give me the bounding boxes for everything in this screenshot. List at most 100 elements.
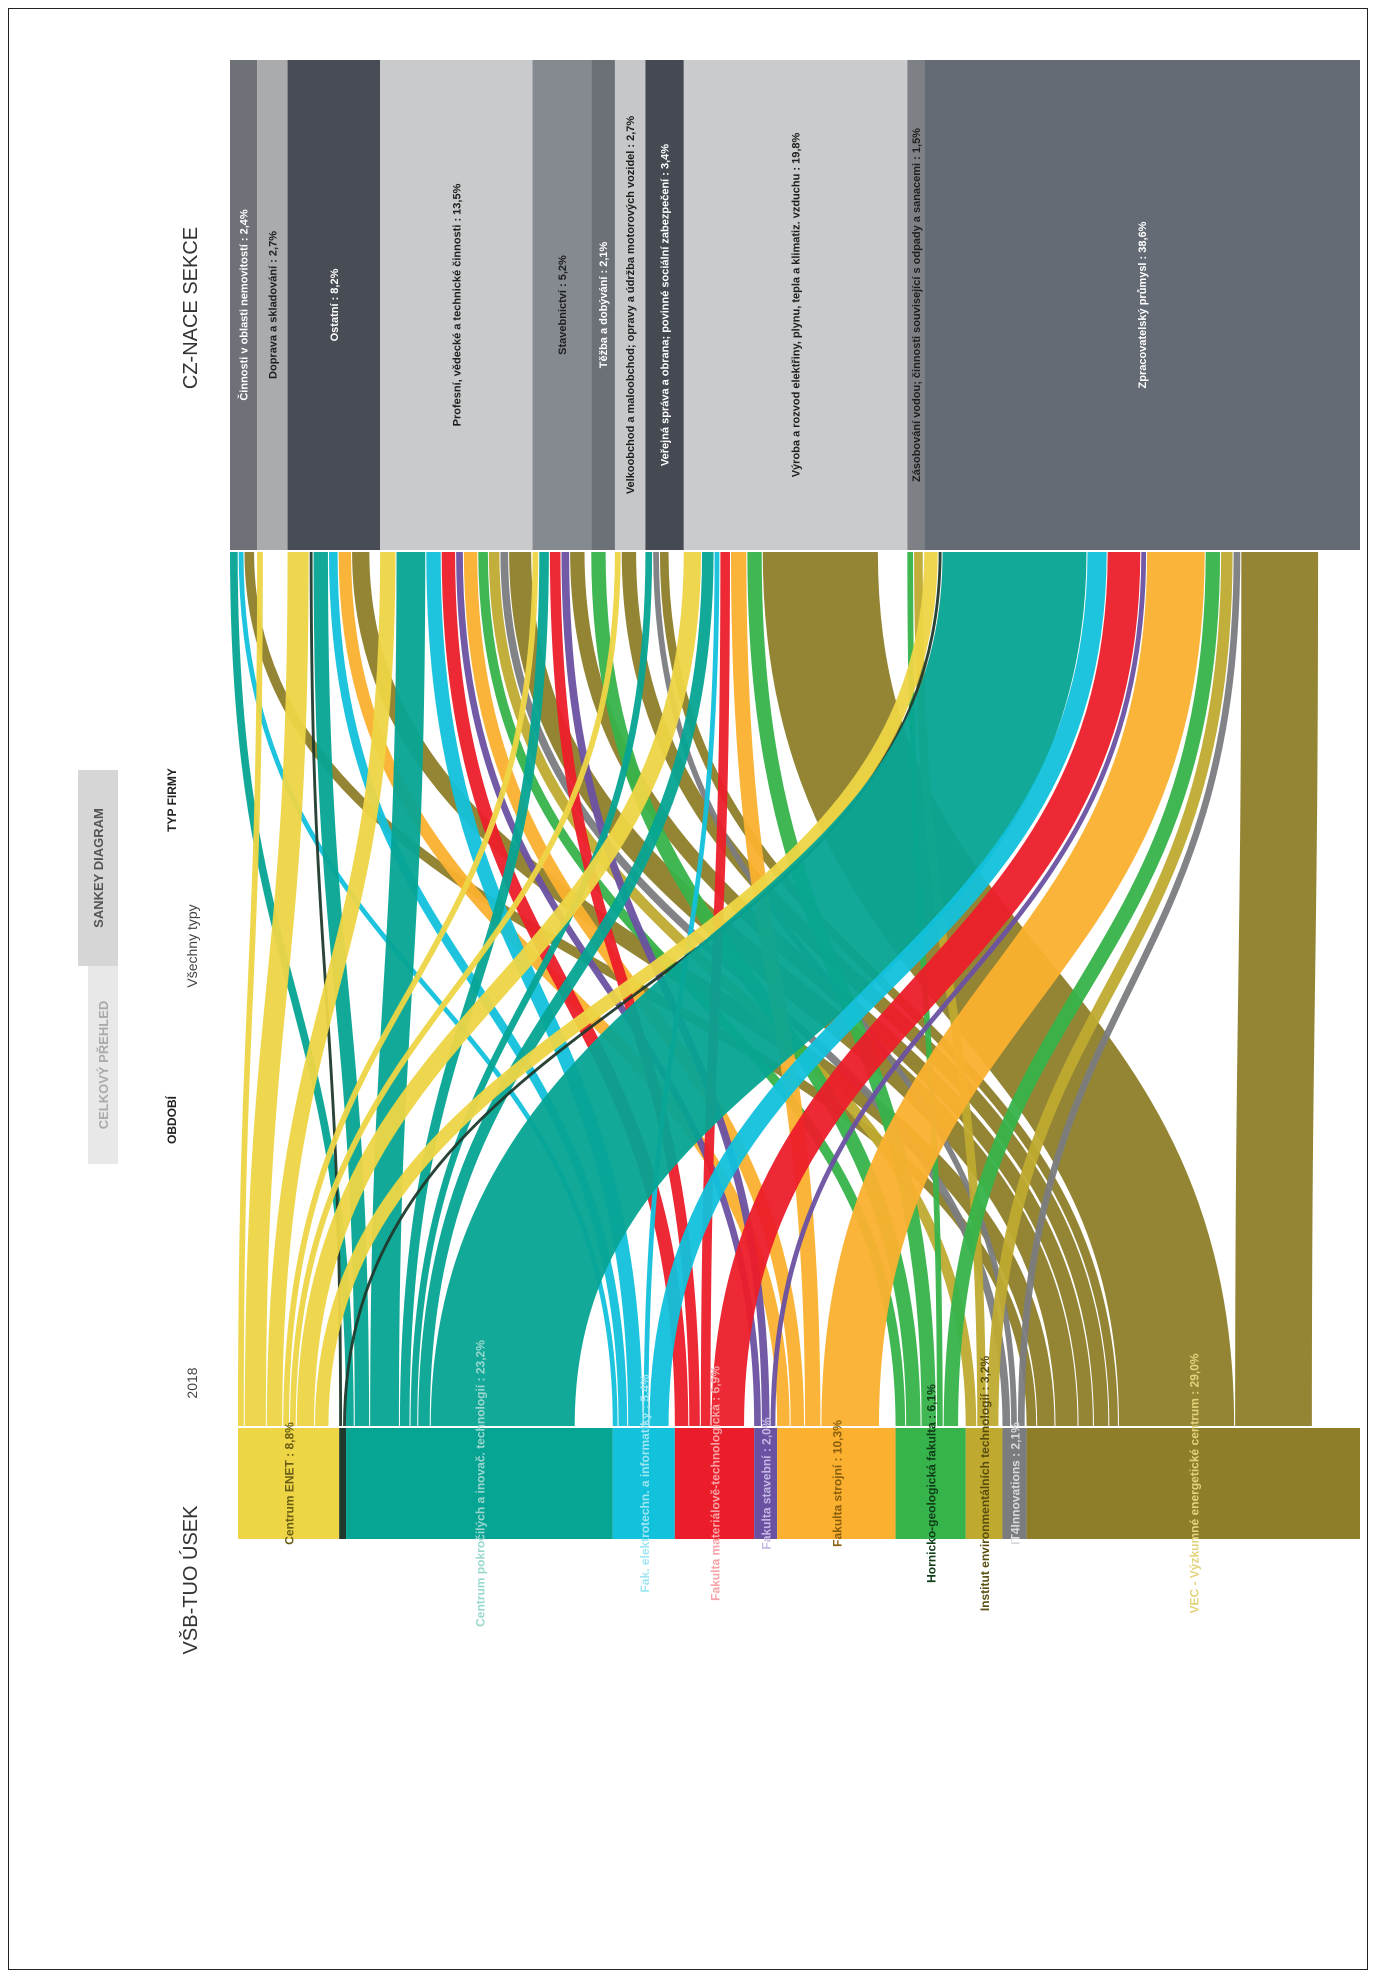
source-node-label: IT4Innovations : 2,1% (1009, 1422, 1023, 1545)
target-node[interactable]: Veřejná správa a obrana; povinné sociáln… (645, 60, 684, 550)
source-node[interactable]: Hornicko-geologická fakulta : 6,1% (895, 1384, 966, 1583)
source-node-bar (238, 1428, 340, 1539)
right-column-title: CZ-NACE SEKCE (180, 227, 202, 389)
target-node-label: Výroba a rozvod elektřiny, plynu, tepla … (791, 133, 803, 478)
target-node-bar (230, 60, 258, 550)
source-node[interactable]: Fak. elektrotechn. a informatiky : 5,4% (612, 1374, 675, 1593)
target-node-bar (380, 60, 533, 550)
target-node[interactable]: Doprava a skladování : 2,7% (257, 60, 288, 550)
flow-link[interactable] (343, 551, 942, 1427)
flow-link[interactable] (238, 551, 263, 1427)
source-node-label: Fakulta stavební : 2,0% (760, 1417, 774, 1549)
target-node-label: Velkoobchod a maloobchod; opravy a údržb… (625, 116, 637, 495)
target-node-bar (591, 60, 615, 550)
target-node-bar (645, 60, 684, 550)
source-node-bar (895, 1428, 966, 1539)
flow-link[interactable] (229, 551, 354, 1427)
target-node-bar (924, 60, 1360, 550)
source-node[interactable]: Fakulta stavební : 2,0% (754, 1417, 778, 1550)
target-node-bar (257, 60, 288, 550)
source-node[interactable]: Fakulta materiálově-technologická : 6,9% (674, 1366, 755, 1601)
source-node[interactable] (339, 1428, 347, 1539)
target-node-bar (907, 60, 925, 550)
source-node-bar (339, 1428, 347, 1539)
target-node[interactable]: Velkoobchod a maloobchod; opravy a údržb… (614, 60, 646, 550)
target-node-label: Doprava a skladování : 2,7% (267, 231, 279, 379)
tab-sankey-diagram-label: SANKEY DIAGRAM (91, 808, 106, 928)
flow-link[interactable] (399, 551, 549, 1427)
source-node[interactable]: VEC - Výzkumné energetické centrum : 29,… (1026, 1353, 1360, 1614)
target-node-label: Těžba a dobývání : 2,1% (598, 242, 610, 369)
source-node-bar (612, 1428, 675, 1539)
period-value[interactable]: 2018 (184, 1367, 200, 1398)
target-node[interactable]: Ostatní : 8,2% (287, 60, 381, 550)
source-node-bar (1002, 1428, 1027, 1539)
flow-link[interactable] (370, 551, 426, 1427)
flow-link[interactable] (821, 551, 1205, 1427)
target-node[interactable]: Zásobování vodou; činnosti související s… (907, 60, 925, 550)
target-node-label: Zpracovatelský průmysl : 38,6% (1137, 221, 1149, 388)
flow-link[interactable] (418, 551, 714, 1427)
target-node-label: Stavebnictví : 5,2% (557, 255, 569, 355)
source-node[interactable]: Fakulta strojní : 10,3% (777, 1420, 896, 1547)
flow-link[interactable] (410, 551, 653, 1427)
target-node-bar (614, 60, 646, 550)
flow-link[interactable] (296, 551, 702, 1427)
source-node-label: Centrum ENET : 8,8% (283, 1422, 297, 1545)
source-node[interactable]: Centrum pokročilých a inovač. technologi… (346, 1340, 613, 1627)
source-node-bar (674, 1428, 755, 1539)
flow-link[interactable] (649, 551, 1107, 1427)
flow-link[interactable] (943, 551, 1221, 1427)
source-node-label: Institut environmentálních technologií :… (978, 1355, 992, 1611)
source-node[interactable]: Institut environmentálních technologií :… (965, 1355, 1003, 1611)
flow-link[interactable] (430, 550, 1087, 1428)
source-node-bar (346, 1428, 613, 1539)
source-node[interactable]: Centrum ENET : 8,8% (238, 1422, 340, 1545)
source-node-label: Centrum pokročilých a inovač. technologi… (473, 1340, 487, 1627)
flow-link[interactable] (986, 551, 1233, 1427)
source-node-bar (1026, 1428, 1360, 1539)
flow-link[interactable] (1235, 551, 1319, 1427)
flow-link[interactable] (289, 551, 621, 1427)
target-node-label: Veřejná správa a obrana; povinné sociáln… (660, 144, 672, 466)
source-node-label: Fakulta materiálově-technologická : 6,9% (709, 1366, 723, 1601)
source-node-bar (965, 1428, 1003, 1539)
target-node[interactable]: Zpracovatelský průmysl : 38,6% (924, 60, 1360, 550)
target-node[interactable]: Stavebnictví : 5,2% (532, 60, 592, 550)
source-node-bar (754, 1428, 778, 1539)
source-node-label: Fakulta strojní : 10,3% (830, 1420, 844, 1547)
target-node-bar (287, 60, 381, 550)
target-node[interactable]: Těžba a dobývání : 2,1% (591, 60, 615, 550)
target-nodes: Činnosti v oblasti nemovitostí : 2,4% Dop… (230, 60, 1360, 550)
tab-celkovy-prehled-label: CELKOVÝ PŘEHLED (96, 1001, 111, 1130)
source-node-bar (777, 1428, 896, 1539)
flow-links (229, 550, 1319, 1428)
flow-link[interactable] (283, 551, 539, 1427)
flow-link[interactable] (315, 551, 938, 1427)
flow-link[interactable] (1017, 551, 1241, 1427)
target-node-bar (683, 60, 908, 550)
source-nodes: Centrum ENET : 8,8% Centrum pokročilých a… (238, 1340, 1360, 1627)
target-node-label: Profesní, vědecké a technické činnosti :… (451, 183, 463, 426)
target-node-label: Ostatní : 8,2% (329, 268, 341, 341)
tab-sankey-diagram[interactable]: SANKEY DIAGRAM (78, 770, 118, 966)
type-filter-label: TYP FIRMY (165, 768, 179, 832)
type-filter-value[interactable]: Všechny typy (184, 904, 200, 987)
period-label: OBDOBÍ (164, 1095, 179, 1144)
source-node-label: Hornicko-geologická fakulta : 6,1% (925, 1384, 939, 1583)
target-node[interactable]: Profesní, vědecké a technické činnosti :… (380, 60, 533, 550)
target-node[interactable]: Výroba a rozvod elektřiny, plynu, tepla … (683, 60, 908, 550)
flow-link[interactable] (266, 551, 396, 1427)
target-node[interactable]: Činnosti v oblasti nemovitostí : 2,4% (230, 60, 258, 550)
source-node-label: Fak. elektrotechn. a informatiky : 5,4% (638, 1374, 652, 1592)
target-node-bar (532, 60, 592, 550)
flow-link[interactable] (770, 551, 1147, 1427)
target-node-label: Zásobování vodou; činnosti související s… (911, 128, 923, 482)
target-node-label: Činnosti v oblasti nemovitostí : 2,4% (238, 209, 251, 401)
page-frame (8, 8, 1368, 1970)
flow-link[interactable] (244, 551, 309, 1427)
tab-celkovy-prehled[interactable]: CELKOVÝ PŘEHLED (88, 966, 118, 1164)
flow-link[interactable] (711, 551, 1141, 1427)
source-node[interactable]: IT4Innovations : 2,1% (1002, 1422, 1027, 1545)
source-node-label: VEC - Výzkumné energetické centrum : 29,… (1187, 1353, 1201, 1613)
